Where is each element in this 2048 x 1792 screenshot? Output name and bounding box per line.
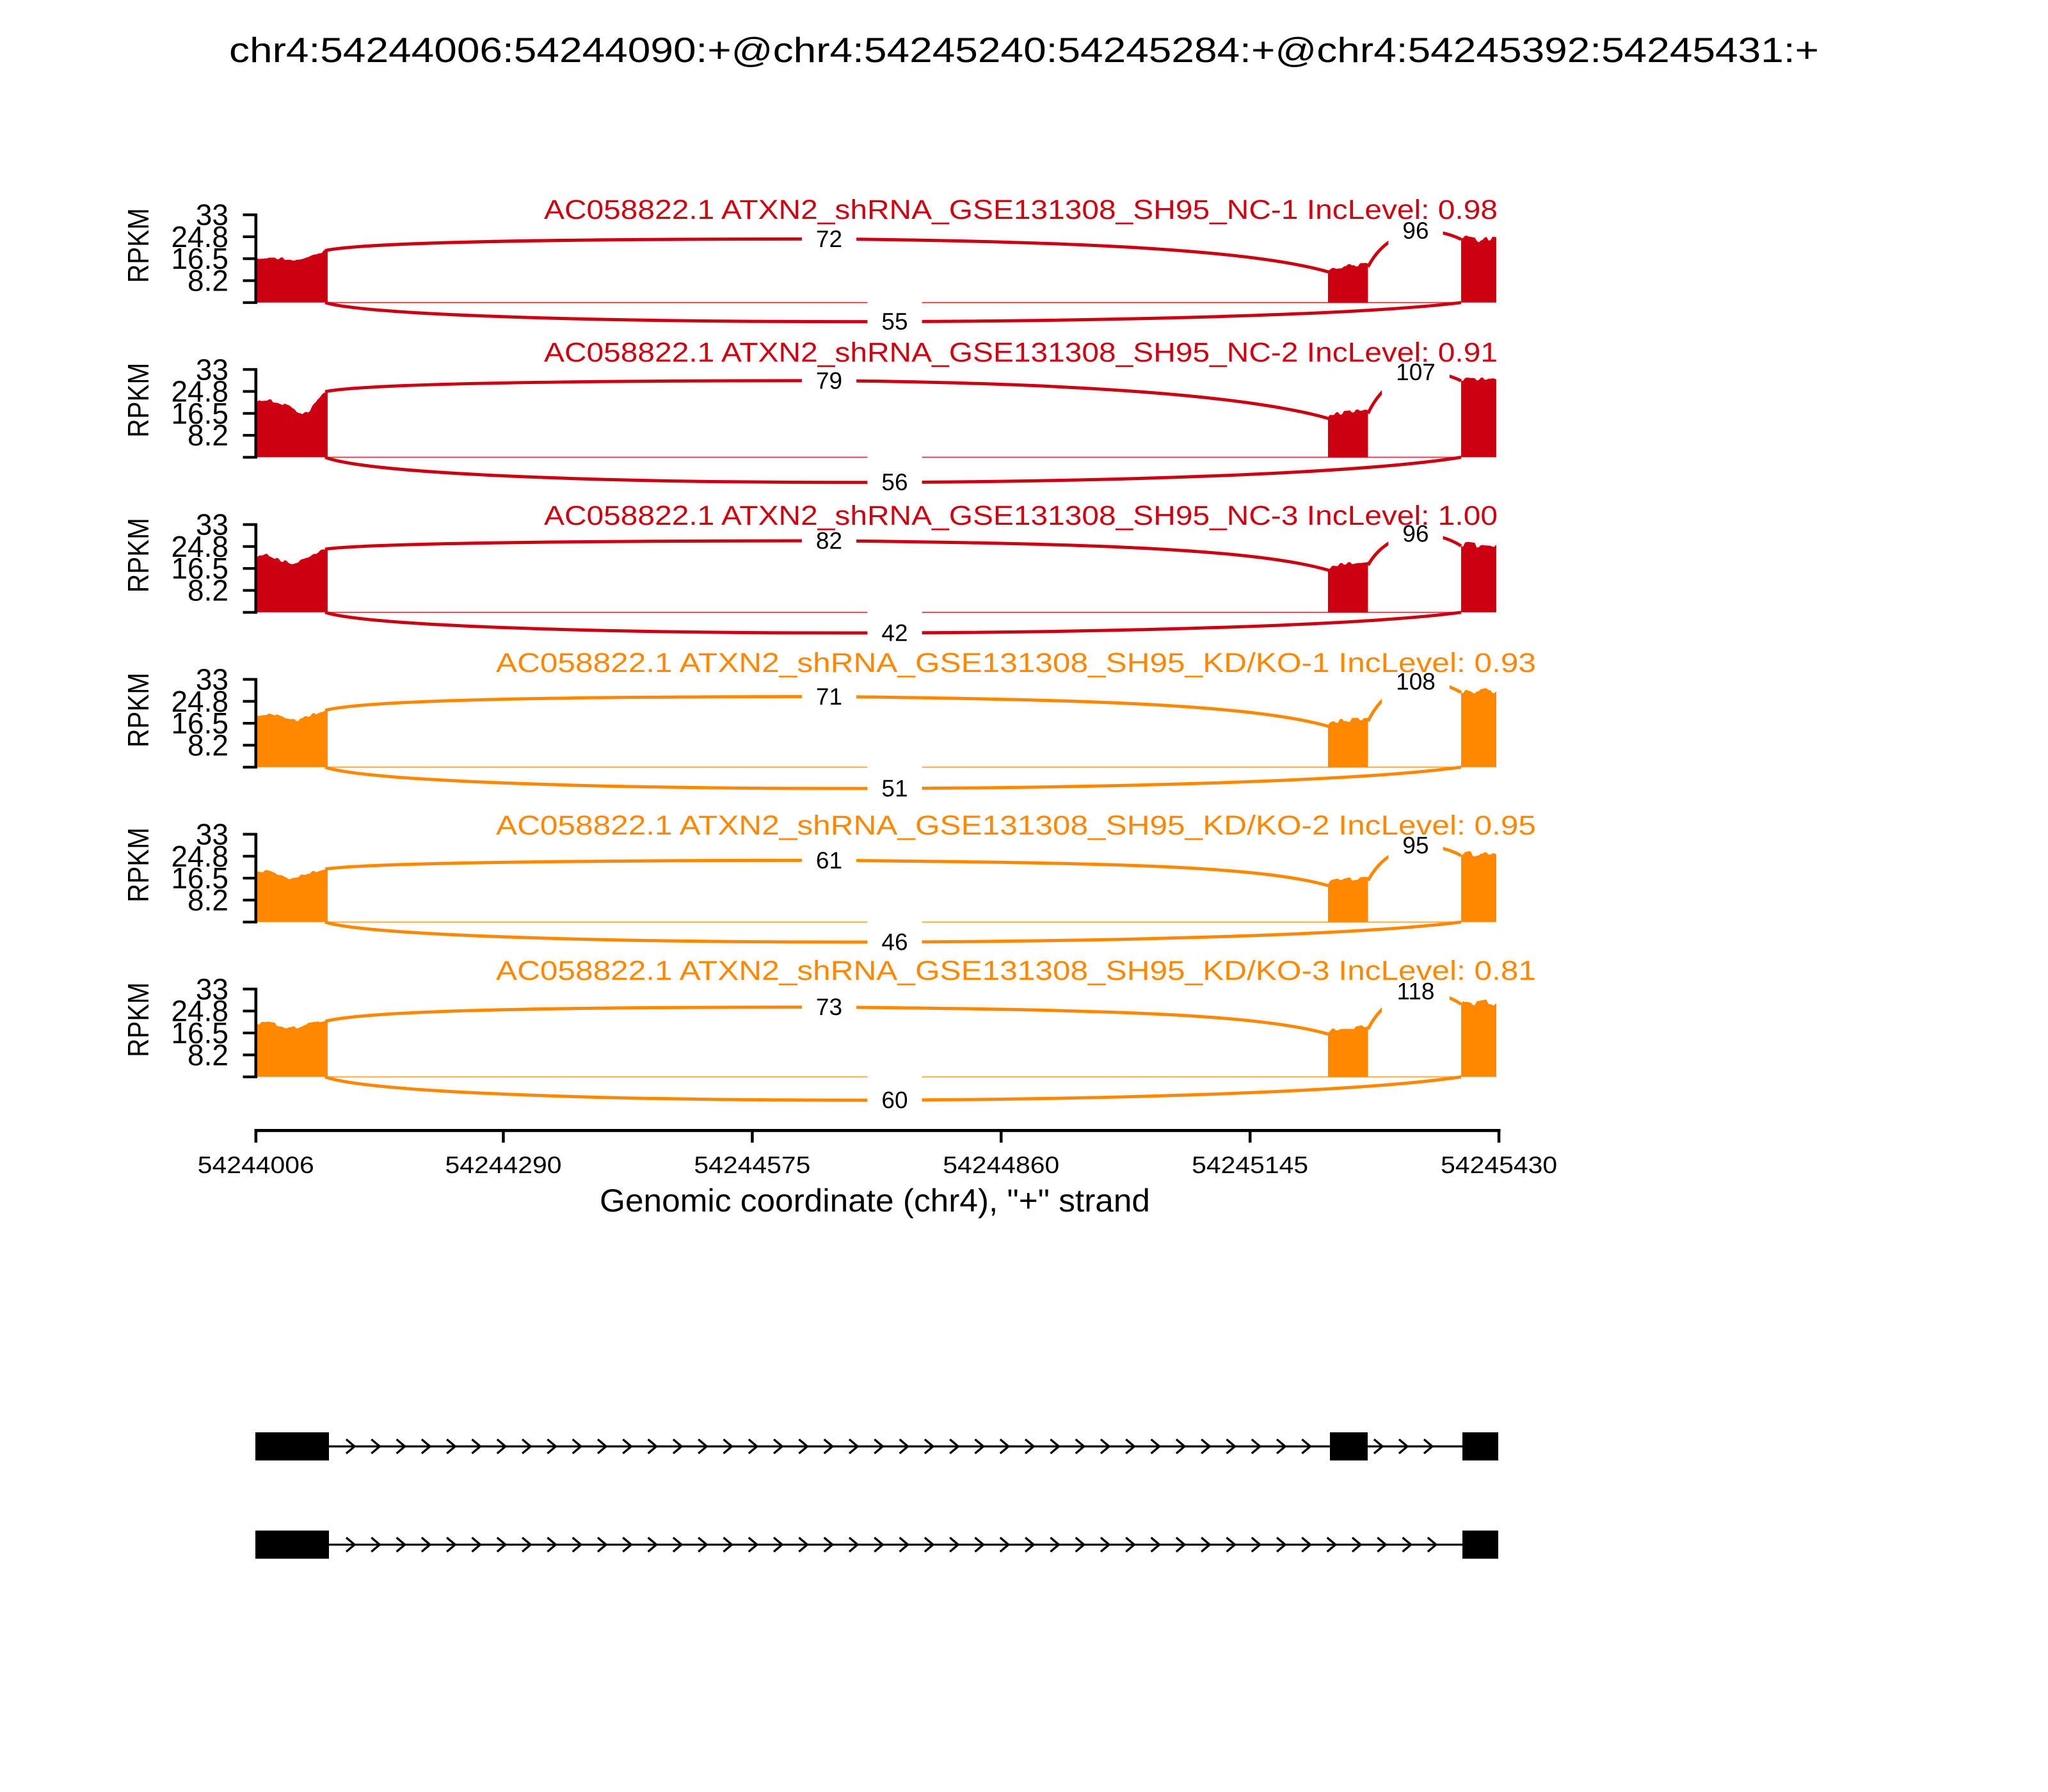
svg-text:60: 60 xyxy=(881,1087,908,1114)
svg-text:chr4:54244006:54244090:+@chr4:: chr4:54244006:54244090:+@chr4:54245240:5… xyxy=(229,30,1819,70)
svg-text:8.2: 8.2 xyxy=(188,574,228,607)
svg-text:33: 33 xyxy=(196,818,228,851)
svg-text:RPKM: RPKM xyxy=(122,518,155,593)
svg-text:16.5: 16.5 xyxy=(171,397,228,430)
svg-text:16.5: 16.5 xyxy=(171,707,228,740)
svg-text:55: 55 xyxy=(881,308,908,335)
svg-text:8.2: 8.2 xyxy=(188,1038,228,1071)
svg-text:54244860: 54244860 xyxy=(943,1152,1059,1178)
svg-text:54245430: 54245430 xyxy=(1441,1152,1557,1178)
svg-text:33: 33 xyxy=(196,508,228,541)
svg-text:8.2: 8.2 xyxy=(188,419,228,452)
svg-text:8.2: 8.2 xyxy=(188,264,228,298)
svg-text:82: 82 xyxy=(816,528,842,554)
svg-text:42: 42 xyxy=(881,620,908,646)
svg-text:RPKM: RPKM xyxy=(122,982,155,1057)
svg-text:96: 96 xyxy=(1402,218,1428,244)
svg-text:33: 33 xyxy=(196,353,228,386)
svg-text:54244575: 54244575 xyxy=(694,1152,810,1178)
svg-text:24.8: 24.8 xyxy=(171,530,228,563)
svg-text:8.2: 8.2 xyxy=(188,883,228,916)
svg-text:118: 118 xyxy=(1397,979,1435,1005)
svg-text:AC058822.1 ATXN2_shRNA_GSE1313: AC058822.1 ATXN2_shRNA_GSE131308_SH95_NC… xyxy=(544,195,1498,225)
svg-text:16.5: 16.5 xyxy=(171,552,228,585)
svg-text:73: 73 xyxy=(816,994,842,1020)
svg-text:56: 56 xyxy=(881,469,908,495)
svg-text:Genomic coordinate (chr4), "+": Genomic coordinate (chr4), "+" strand xyxy=(600,1183,1150,1219)
svg-text:33: 33 xyxy=(196,663,228,696)
svg-text:RPKM: RPKM xyxy=(122,363,155,438)
svg-text:33: 33 xyxy=(196,198,228,232)
svg-text:RPKM: RPKM xyxy=(122,828,155,902)
svg-text:16.5: 16.5 xyxy=(171,242,228,275)
svg-text:33: 33 xyxy=(196,972,228,1005)
svg-text:54245145: 54245145 xyxy=(1192,1152,1308,1178)
svg-text:95: 95 xyxy=(1402,833,1428,859)
svg-text:46: 46 xyxy=(881,929,908,956)
svg-text:AC058822.1 ATXN2_shRNA_GSE1313: AC058822.1 ATXN2_shRNA_GSE131308_SH95_NC… xyxy=(544,500,1498,531)
svg-text:AC058822.1 ATXN2_shRNA_GSE1313: AC058822.1 ATXN2_shRNA_GSE131308_SH95_KD… xyxy=(496,810,1536,841)
svg-text:24.8: 24.8 xyxy=(171,375,228,408)
svg-text:24.8: 24.8 xyxy=(171,840,228,873)
svg-text:24.8: 24.8 xyxy=(171,685,228,718)
svg-text:24.8: 24.8 xyxy=(171,220,228,253)
svg-text:107: 107 xyxy=(1396,359,1436,385)
svg-text:24.8: 24.8 xyxy=(171,995,228,1028)
svg-text:71: 71 xyxy=(816,684,842,710)
svg-text:61: 61 xyxy=(816,847,842,874)
svg-text:54244290: 54244290 xyxy=(445,1152,562,1178)
svg-text:54244006: 54244006 xyxy=(198,1152,314,1178)
svg-text:RPKM: RPKM xyxy=(122,673,155,748)
svg-text:72: 72 xyxy=(816,226,842,252)
svg-text:AC058822.1 ATXN2_shRNA_GSE1313: AC058822.1 ATXN2_shRNA_GSE131308_SH95_NC… xyxy=(544,337,1498,368)
svg-text:108: 108 xyxy=(1396,669,1436,695)
svg-text:RPKM: RPKM xyxy=(122,208,155,283)
svg-text:16.5: 16.5 xyxy=(171,1016,228,1050)
svg-text:AC058822.1 ATXN2_shRNA_GSE1313: AC058822.1 ATXN2_shRNA_GSE131308_SH95_KD… xyxy=(496,648,1536,678)
svg-text:16.5: 16.5 xyxy=(171,861,228,895)
svg-text:AC058822.1 ATXN2_shRNA_GSE1313: AC058822.1 ATXN2_shRNA_GSE131308_SH95_KD… xyxy=(496,956,1536,986)
svg-text:96: 96 xyxy=(1402,521,1428,547)
svg-text:8.2: 8.2 xyxy=(188,728,228,762)
svg-text:51: 51 xyxy=(881,776,908,802)
svg-text:79: 79 xyxy=(816,367,842,394)
